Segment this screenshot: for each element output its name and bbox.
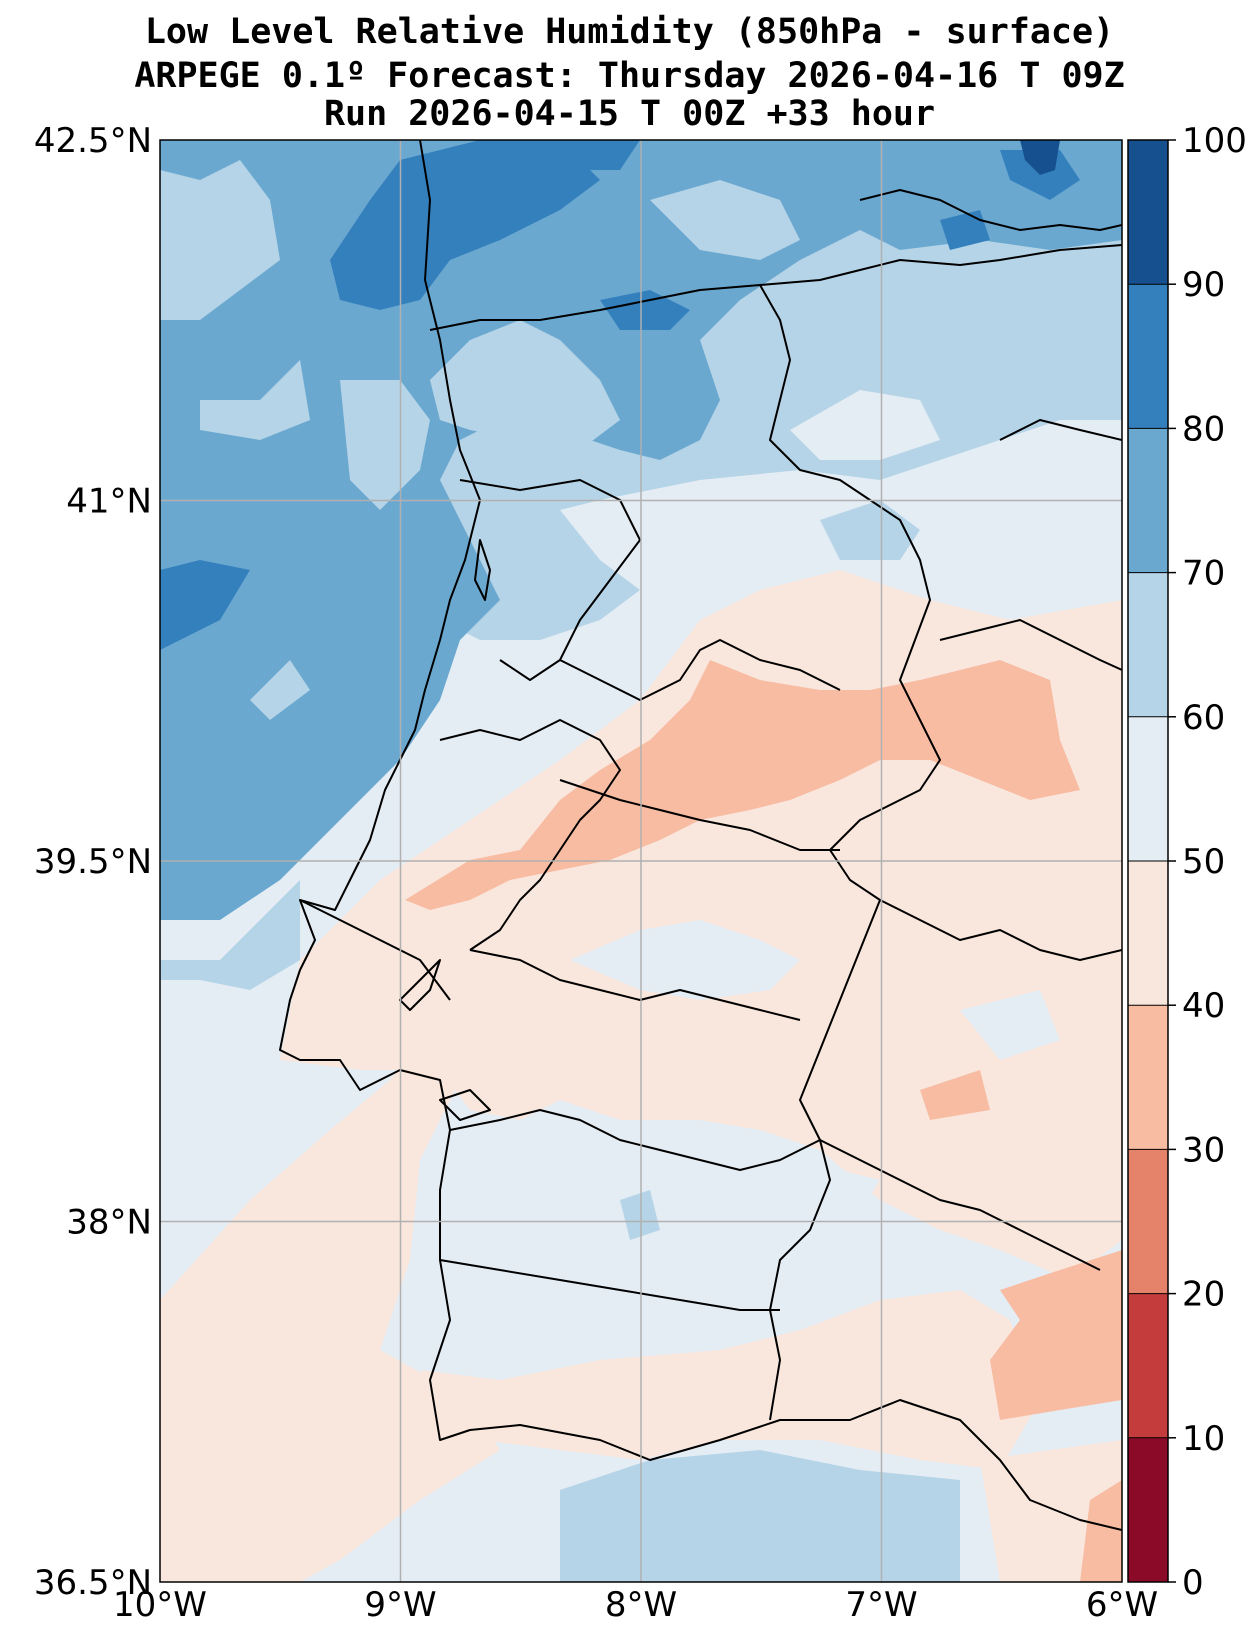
lon-label-2: 8°W bbox=[605, 1585, 677, 1625]
border-interior-5 bbox=[449, 1109, 821, 1171]
colorbar-tick-7: 70 bbox=[1182, 554, 1225, 594]
colorbar-tick-3: 30 bbox=[1182, 1130, 1225, 1170]
field-60-70-nne bbox=[650, 180, 800, 260]
field-80-90-n bbox=[560, 140, 640, 170]
border-interior-2 bbox=[559, 639, 841, 701]
field-80-90-interior bbox=[600, 290, 690, 330]
title-line-1: Low Level Relative Humidity (850hPa - su… bbox=[144, 12, 1115, 52]
colorbar-tick-0: 0 bbox=[1182, 1563, 1204, 1603]
border-interior-3 bbox=[439, 719, 621, 951]
lat-label-4: 36.5°N bbox=[34, 1563, 152, 1603]
estuary-tagus bbox=[399, 959, 441, 1011]
border-ne bbox=[859, 189, 1122, 231]
field-50-60-east bbox=[960, 990, 1060, 1060]
colorbar-tick-6: 60 bbox=[1182, 698, 1225, 738]
gridlines bbox=[160, 140, 1122, 1582]
colorbar-segment-0 bbox=[1128, 1437, 1168, 1582]
field-60-70-coast-north bbox=[430, 320, 620, 450]
colorbar-frame bbox=[1127, 139, 1169, 1583]
field-60-70-sea-patch-4 bbox=[200, 360, 310, 440]
border-spain-portugal bbox=[759, 284, 941, 1421]
border-north bbox=[429, 244, 1122, 331]
colorbar-segment-4 bbox=[1128, 861, 1168, 1006]
lon-label-0: 10°W bbox=[113, 1585, 207, 1625]
colorbar-segment-8 bbox=[1128, 284, 1168, 429]
colorbar-tick-9: 90 bbox=[1182, 265, 1225, 305]
colorbar-segment-9 bbox=[1128, 140, 1168, 285]
field-60-70-small bbox=[620, 1190, 660, 1240]
lat-label-1: 41°N bbox=[66, 482, 152, 522]
border-interior-4 bbox=[469, 949, 801, 1021]
colorbar-tick-2: 20 bbox=[1182, 1275, 1225, 1315]
coastline-west bbox=[279, 140, 1122, 1531]
longitude-labels: 10°W 9°W 8°W 7°W 6°W bbox=[113, 1585, 1158, 1625]
field-80-90-west-sea bbox=[160, 560, 250, 650]
field-60-70-mid bbox=[820, 500, 920, 560]
field-50-60-tagus bbox=[570, 920, 800, 1000]
field-60-70-westsea bbox=[160, 880, 300, 990]
field-30-40-southeast-2 bbox=[1080, 1480, 1122, 1582]
field-60-70-sea-patch-2 bbox=[340, 380, 430, 510]
border-spain-3 bbox=[819, 1139, 1101, 1271]
colorbar-tick-8: 80 bbox=[1182, 409, 1225, 449]
field-60-70-southsea bbox=[560, 1450, 960, 1582]
title-line-3: Run 2026-04-15 T 00Z +33 hour bbox=[323, 94, 936, 134]
border-spain-4 bbox=[939, 619, 1122, 671]
border-interior-6 bbox=[439, 1259, 780, 1311]
colorbar-segment-2 bbox=[1128, 1149, 1168, 1294]
lat-label-3: 38°N bbox=[66, 1203, 152, 1243]
map-frame bbox=[159, 139, 1123, 1583]
field-30-40-east bbox=[920, 1070, 990, 1120]
colorbar-tick-10: 100 bbox=[1182, 121, 1247, 161]
colorbar-segment-3 bbox=[1128, 1005, 1168, 1150]
field-30-40-central-band bbox=[405, 660, 1080, 910]
estuary-sado bbox=[439, 1089, 491, 1121]
border-spain-1 bbox=[999, 419, 1122, 441]
colorbar-segment-7 bbox=[1128, 428, 1168, 573]
field-80-90-north-sea bbox=[330, 140, 600, 310]
colorbar-segment-5 bbox=[1128, 716, 1168, 861]
field-50-60-alentejo bbox=[500, 1140, 880, 1290]
field-50-60-north-pocket bbox=[790, 390, 940, 460]
border-interior-1 bbox=[459, 479, 641, 681]
colorbar-tick-4: 40 bbox=[1182, 986, 1225, 1026]
border-interior-8 bbox=[299, 899, 451, 1001]
lon-label-4: 6°W bbox=[1086, 1585, 1158, 1625]
title-line-2: ARPEGE 0.1º Forecast: Thursday 2026-04-1… bbox=[134, 56, 1125, 96]
field-40-50-west-south bbox=[160, 1000, 500, 1582]
lat-label-2: 39.5°N bbox=[34, 842, 152, 882]
field-40-50-southcoast bbox=[420, 1290, 1040, 1470]
colorbar-tick-1: 10 bbox=[1182, 1419, 1225, 1459]
field-30-40-southeast bbox=[990, 1250, 1122, 1420]
lagoon-aveiro bbox=[474, 539, 491, 601]
colorbar-segment-6 bbox=[1128, 572, 1168, 717]
colorbar-segment-1 bbox=[1128, 1293, 1168, 1438]
borders-coastline bbox=[279, 140, 1122, 1531]
lon-label-3: 7°W bbox=[845, 1585, 917, 1625]
lat-label-0: 42.5°N bbox=[34, 121, 152, 161]
field-90-100-ne bbox=[1020, 140, 1060, 175]
field-80-90-ne bbox=[940, 210, 990, 250]
colorbar: 0 10 20 30 40 50 60 70 80 90 100 bbox=[1127, 121, 1247, 1603]
border-interior-7 bbox=[559, 779, 840, 851]
field-60-70-sea-patch-3 bbox=[250, 660, 310, 720]
lon-label-1: 9°W bbox=[364, 1585, 436, 1625]
colorbar-tick-5: 50 bbox=[1182, 842, 1225, 882]
border-spain-2 bbox=[879, 899, 1122, 961]
latitude-labels: 42.5°N 41°N 39.5°N 38°N 36.5°N bbox=[34, 121, 152, 1603]
field-60-70-sea-patch-1 bbox=[160, 160, 280, 320]
